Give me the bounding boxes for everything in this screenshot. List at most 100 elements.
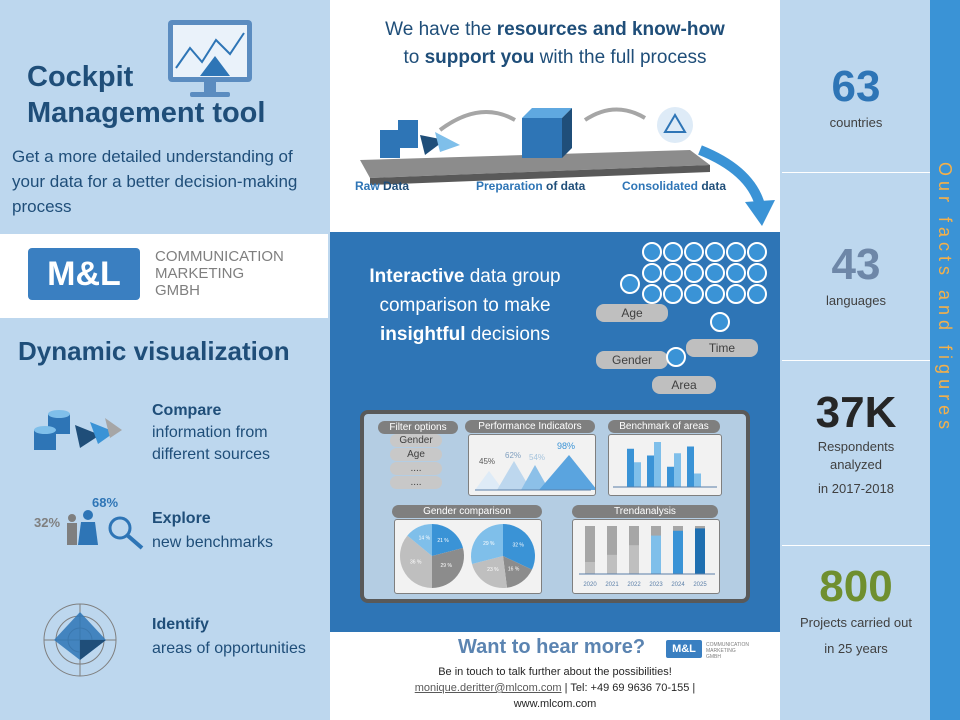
node-icon xyxy=(642,263,662,283)
footer-text: Be in touch to talk further about the po… xyxy=(438,666,672,678)
node-icon xyxy=(684,242,704,262)
node-icon-area xyxy=(666,347,686,367)
pie-slice xyxy=(503,524,535,570)
fact-countries: 63 countries xyxy=(829,62,883,130)
strip-text: Our facts and figures xyxy=(935,162,955,435)
benchmark-bar xyxy=(687,446,694,487)
perf-value-3: 54% xyxy=(529,453,546,462)
phone: | Tel: +49 69 9636 70-155 | xyxy=(561,682,696,694)
feature-explore-title: Explore xyxy=(152,510,211,527)
benchmark-bar xyxy=(627,448,634,487)
filter-age[interactable]: Age xyxy=(390,448,442,461)
performance-title: Performance Indicators xyxy=(465,420,595,433)
node-icon xyxy=(705,284,725,304)
node-icon xyxy=(747,284,767,304)
perf-value-4: 98% xyxy=(557,441,576,451)
filter-gender[interactable]: Gender xyxy=(390,434,442,447)
databases-icon xyxy=(34,410,122,450)
benchmark-bar xyxy=(667,466,674,487)
interactive-text: Interactive data group comparison to mak… xyxy=(369,266,561,345)
perf-value-1: 45% xyxy=(479,457,496,466)
header-panel: Cockpit Management tool Get a more detai… xyxy=(0,0,328,232)
website-link[interactable]: www.mlcom.com xyxy=(513,698,597,710)
pie-slice xyxy=(471,524,503,564)
pie-label: 23 % xyxy=(487,567,499,573)
trend-year: 2023 xyxy=(649,582,663,588)
trend-bar xyxy=(651,535,661,574)
pie-slice xyxy=(432,548,464,588)
pie-label: 21 % xyxy=(437,538,449,544)
explore-pct-a: 32% xyxy=(34,515,61,530)
tag-gender[interactable]: Gender xyxy=(596,351,668,369)
benchmark-bar xyxy=(634,462,641,487)
pie-label: 32 % xyxy=(512,542,524,548)
benchmark-bar xyxy=(674,453,681,487)
pie-label: 16 % xyxy=(508,567,520,573)
node-icon-age xyxy=(620,274,640,294)
node-icon-time xyxy=(710,312,730,332)
performance-chart: 45% 62% 54% 98% xyxy=(468,434,596,496)
node-icon xyxy=(726,263,746,283)
email-link[interactable]: monique.deritter@mlcom.com xyxy=(414,682,562,694)
facts-strip: Our facts and figures xyxy=(930,0,960,720)
pie-slice xyxy=(400,535,432,588)
node-icon xyxy=(642,284,662,304)
fact-projects: 800 Projects carried out in 25 years xyxy=(800,562,912,656)
logo-mark: M&L xyxy=(28,248,140,300)
feature-identify-text: areas of opportunities xyxy=(152,640,306,657)
node-icon xyxy=(726,284,746,304)
explore-pct-b: 68% xyxy=(92,495,119,510)
node-icon xyxy=(726,242,746,262)
feature-explore-text: new benchmarks xyxy=(152,534,273,551)
radar-chart-icon xyxy=(43,603,117,677)
filter-more-1[interactable]: .... xyxy=(390,462,442,475)
dashboard: Filter options Gender Age .... .... Perf… xyxy=(360,410,750,603)
perf-value-2: 62% xyxy=(505,451,522,460)
trend-bar xyxy=(673,530,683,574)
node-icon xyxy=(663,242,683,262)
node-icon xyxy=(663,284,683,304)
node-icon xyxy=(705,263,725,283)
trend-title: Trendanalysis xyxy=(572,505,718,518)
pie-slice xyxy=(472,556,508,588)
benchmark-bar xyxy=(694,473,701,487)
step-raw: Raw Data xyxy=(355,179,410,193)
fact-languages: 43 languages xyxy=(826,240,886,308)
trend-year: 2024 xyxy=(671,582,685,588)
tag-area[interactable]: Area xyxy=(652,376,716,394)
trend-year: 2022 xyxy=(627,582,641,588)
trend-bar-bg xyxy=(607,526,617,574)
trend-bar xyxy=(629,545,639,574)
people-magnifier-icon xyxy=(67,510,144,550)
interactive-panel: Interactive data group comparison to mak… xyxy=(330,232,780,630)
pie-slice xyxy=(503,556,532,588)
facts-panel: 63 countries 43 languages 37K Respondents a… xyxy=(782,0,930,720)
filter-more-2[interactable]: .... xyxy=(390,476,442,489)
feature-identify-title: Identify xyxy=(152,616,209,633)
trend-bar-bg xyxy=(585,526,595,574)
pie-label: 14 % xyxy=(419,536,431,542)
trend-year: 2021 xyxy=(605,582,619,588)
tag-time[interactable]: Time xyxy=(686,339,758,357)
gender-title: Gender comparison xyxy=(392,505,542,518)
step-consolidated: Consolidated data xyxy=(622,179,727,193)
pie-slice xyxy=(407,524,432,556)
page-title-line1: Cockpit xyxy=(27,61,134,93)
step-preparation: Preparation of data xyxy=(476,179,586,193)
pie-label: 29 % xyxy=(441,563,453,569)
trend-bar xyxy=(607,554,617,574)
page-subtitle: Get a more detailed understanding of you… xyxy=(12,147,298,216)
node-icon xyxy=(642,242,662,262)
process-line2: to support you with the full process xyxy=(403,47,707,68)
trend-bar xyxy=(585,562,595,574)
process-line1: We have the resources and know-how xyxy=(385,19,725,40)
tag-age[interactable]: Age xyxy=(596,304,668,322)
node-icon xyxy=(747,263,767,283)
node-icon xyxy=(747,242,767,262)
footer-title: Want to hear more? xyxy=(458,636,646,658)
logo-line3: GMBH xyxy=(155,282,200,299)
node-icon xyxy=(705,242,725,262)
feature-compare-text: information from different sources xyxy=(152,424,270,463)
benchmark-title: Benchmark of areas xyxy=(608,420,720,433)
company-logo: M&L COMMUNICATION MARKETING GMBH xyxy=(0,234,328,318)
